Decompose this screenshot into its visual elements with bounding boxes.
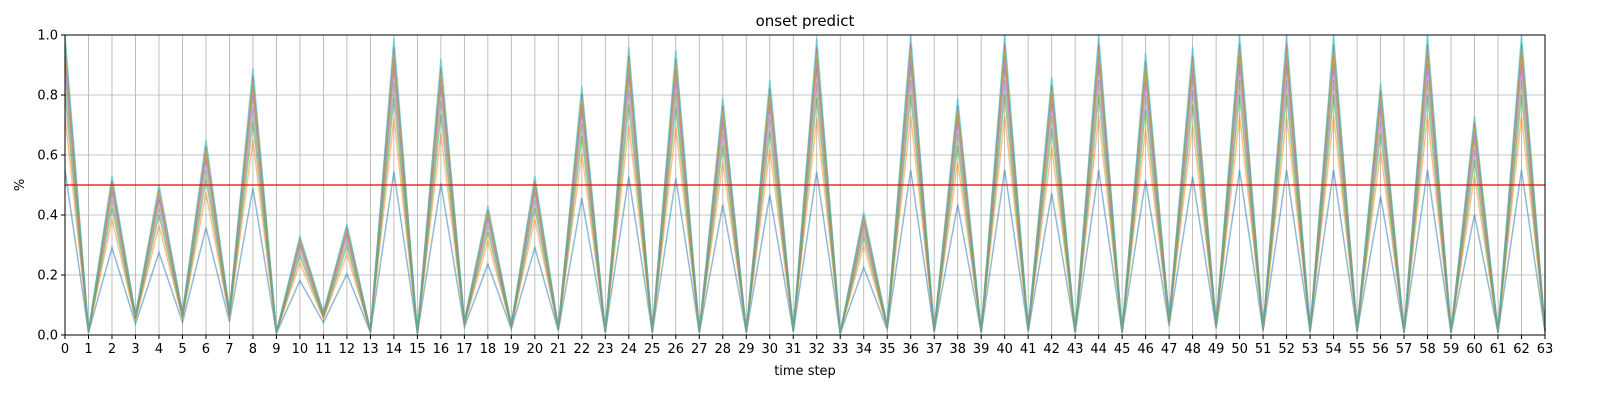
- x-tick-label: 45: [1114, 342, 1131, 357]
- x-tick-label: 39: [973, 342, 990, 357]
- x-tick-label: 8: [249, 342, 257, 357]
- y-tick-label: 0.0: [37, 329, 58, 344]
- x-tick-label: 25: [644, 342, 661, 357]
- x-tick-label: 34: [855, 342, 872, 357]
- x-tick-label: 9: [272, 342, 280, 357]
- y-tick-label: 0.8: [37, 89, 58, 104]
- x-tick-label: 38: [949, 342, 966, 357]
- x-tick-label: 4: [155, 342, 163, 357]
- y-axis-label: %: [13, 179, 28, 191]
- y-tick-label: 0.6: [37, 149, 58, 164]
- x-tick-label: 12: [339, 342, 356, 357]
- x-axis-ticks: 0 1 2 3 4 5 6 7 8 9 10 11 12 13 14 15 16 17 18 19 20 21 22 23 24…: [61, 335, 1553, 357]
- x-tick-label: 18: [480, 342, 497, 357]
- y-axis-ticks: 0.0 0.2 0.4 0.6 0.8 1.0: [37, 29, 65, 344]
- x-tick-label: 3: [131, 342, 139, 357]
- x-tick-label: 43: [1067, 342, 1084, 357]
- plot-frame: [64, 34, 1546, 336]
- series-line-8: [64, 79, 1546, 334]
- x-tick-label: 35: [879, 342, 896, 357]
- x-tick-label: 46: [1137, 342, 1154, 357]
- x-tick-label: 31: [785, 342, 802, 357]
- x-tick-label: 5: [178, 342, 186, 357]
- x-tick-label: 53: [1302, 342, 1319, 357]
- x-tick-label: 19: [503, 342, 520, 357]
- x-tick-label: 44: [1090, 342, 1107, 357]
- x-tick-label: 2: [108, 342, 116, 357]
- chart-title: onset predict: [756, 12, 855, 30]
- x-tick-label: 52: [1278, 342, 1295, 357]
- y-tick-label: 0.4: [37, 209, 58, 224]
- series-lines: [64, 34, 1546, 337]
- x-tick-label: 32: [808, 342, 825, 357]
- x-tick-label: 6: [202, 342, 210, 357]
- x-tick-label: 10: [292, 342, 309, 357]
- x-tick-label: 57: [1396, 342, 1413, 357]
- x-tick-label: 47: [1161, 342, 1178, 357]
- x-tick-label: 41: [1020, 342, 1037, 357]
- x-tick-label: 56: [1372, 342, 1389, 357]
- x-tick-label: 59: [1443, 342, 1460, 357]
- x-tick-label: 22: [574, 342, 591, 357]
- x-tick-label: 0: [61, 342, 69, 357]
- x-tick-label: 51: [1255, 342, 1272, 357]
- x-tick-label: 50: [1231, 342, 1248, 357]
- x-tick-label: 60: [1466, 342, 1483, 357]
- x-tick-label: 28: [715, 342, 732, 357]
- x-tick-label: 13: [362, 342, 379, 357]
- x-tick-label: 40: [996, 342, 1013, 357]
- x-tick-label: 29: [738, 342, 755, 357]
- x-axis-label: time step: [774, 364, 836, 379]
- x-tick-label: 23: [597, 342, 614, 357]
- x-tick-label: 20: [527, 342, 544, 357]
- y-tick-label: 1.0: [37, 29, 58, 44]
- x-tick-label: 37: [926, 342, 943, 357]
- x-tick-label: 49: [1208, 342, 1225, 357]
- x-tick-label: 33: [832, 342, 849, 357]
- x-tick-label: 7: [225, 342, 233, 357]
- x-tick-label: 63: [1537, 342, 1554, 357]
- x-tick-label: 24: [621, 342, 638, 357]
- x-tick-label: 58: [1419, 342, 1436, 357]
- x-tick-label: 30: [761, 342, 778, 357]
- x-tick-label: 36: [902, 342, 919, 357]
- y-tick-label: 0.2: [37, 269, 58, 284]
- x-tick-label: 27: [691, 342, 708, 357]
- x-tick-label: 62: [1513, 342, 1530, 357]
- x-tick-label: 1: [84, 342, 92, 357]
- x-tick-label: 48: [1184, 342, 1201, 357]
- x-tick-label: 11: [315, 342, 332, 357]
- series-line-2: [64, 115, 1546, 334]
- x-tick-label: 21: [550, 342, 567, 357]
- x-tick-label: 55: [1349, 342, 1366, 357]
- x-tick-label: 17: [456, 342, 473, 357]
- x-tick-label: 26: [668, 342, 685, 357]
- x-tick-label: 54: [1325, 342, 1342, 357]
- x-tick-label: 16: [433, 342, 450, 357]
- x-tick-label: 61: [1490, 342, 1507, 357]
- x-tick-label: 42: [1043, 342, 1060, 357]
- x-tick-label: 15: [409, 342, 426, 357]
- series-line-10: [64, 34, 1546, 333]
- x-tick-label: 14: [386, 342, 403, 357]
- series-line-1: [64, 169, 1546, 337]
